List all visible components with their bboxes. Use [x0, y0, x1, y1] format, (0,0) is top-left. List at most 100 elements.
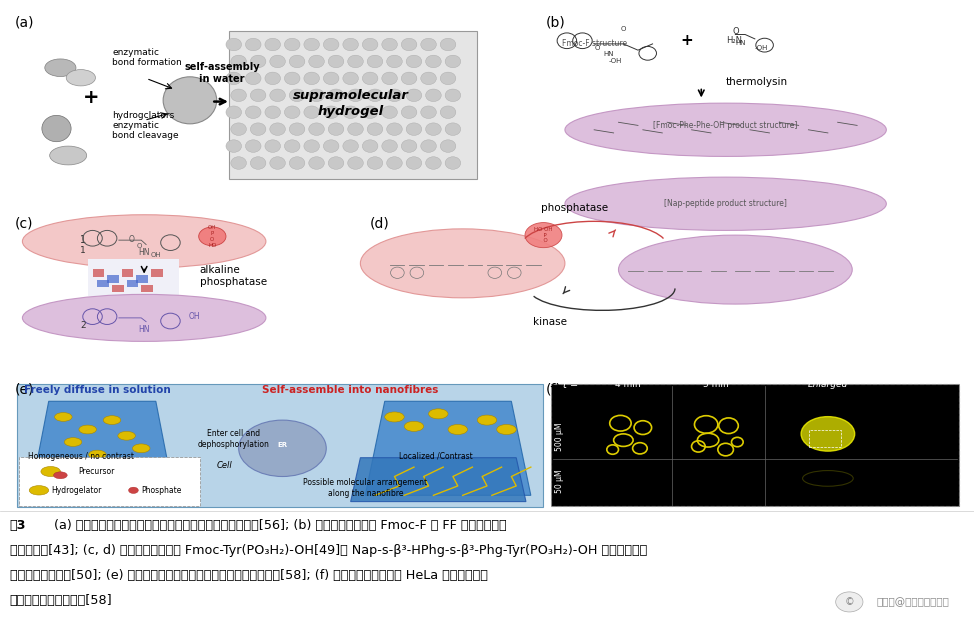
Text: alkaline
phosphatase: alkaline phosphatase	[200, 265, 267, 287]
Text: 500 µM: 500 µM	[554, 423, 564, 451]
Ellipse shape	[54, 472, 67, 479]
Text: HN: HN	[138, 248, 150, 256]
Text: HN: HN	[735, 40, 745, 46]
Text: 5 min: 5 min	[703, 381, 729, 389]
Ellipse shape	[284, 38, 300, 51]
Ellipse shape	[309, 123, 324, 135]
Ellipse shape	[421, 38, 436, 51]
Ellipse shape	[22, 214, 266, 268]
Polygon shape	[365, 401, 531, 495]
Text: O: O	[594, 45, 600, 51]
Text: 搜狐号@多肽研究员一议: 搜狐号@多肽研究员一议	[877, 597, 950, 607]
Ellipse shape	[426, 157, 441, 169]
Ellipse shape	[367, 55, 383, 68]
Ellipse shape	[387, 157, 402, 169]
Text: 1: 1	[80, 246, 86, 255]
Ellipse shape	[328, 89, 344, 102]
Ellipse shape	[304, 38, 319, 51]
Ellipse shape	[801, 417, 855, 451]
Text: (a): (a)	[15, 16, 34, 29]
FancyBboxPatch shape	[17, 384, 543, 507]
Text: Enlarged: Enlarged	[807, 381, 848, 389]
Text: Fmoc-F structure: Fmoc-F structure	[562, 40, 626, 48]
FancyBboxPatch shape	[88, 259, 179, 296]
Ellipse shape	[226, 106, 242, 119]
Text: 50 µM: 50 µM	[554, 470, 564, 493]
Text: Possible molecular arrangement
along the nanofibre: Possible molecular arrangement along the…	[303, 478, 428, 497]
Ellipse shape	[401, 72, 417, 85]
Ellipse shape	[426, 55, 441, 68]
Text: Localized /Contrast: Localized /Contrast	[398, 452, 472, 461]
Text: supramolecular
hydrogel: supramolecular hydrogel	[293, 89, 408, 118]
Text: 自组装单元[43]; (c, d) 磷酸酯醂分别调控 Fmoc-Tyr(PO₃H₂)-OH[49]和 Nap-s-β³-HPhg-s-β³-Phg-Tyr(PO: 自组装单元[43]; (c, d) 磷酸酯醂分别调控 Fmoc-Tyr(PO₃H…	[10, 544, 647, 557]
Ellipse shape	[284, 140, 300, 152]
Ellipse shape	[22, 295, 266, 341]
Ellipse shape	[426, 123, 441, 135]
Ellipse shape	[385, 412, 404, 422]
Ellipse shape	[64, 438, 82, 446]
Ellipse shape	[289, 123, 305, 135]
Ellipse shape	[309, 55, 324, 68]
Bar	[107, 275, 119, 283]
Ellipse shape	[382, 38, 397, 51]
Text: enzymatic
bond formation: enzymatic bond formation	[112, 48, 182, 67]
Text: (f): (f)	[545, 382, 561, 396]
Ellipse shape	[289, 89, 305, 102]
Text: hydrogclators
enzymatic
bond cleavage: hydrogclators enzymatic bond cleavage	[112, 110, 178, 140]
Text: Cell: Cell	[216, 461, 232, 470]
Text: O: O	[129, 235, 134, 244]
Ellipse shape	[348, 157, 363, 169]
Ellipse shape	[367, 123, 383, 135]
Ellipse shape	[445, 55, 461, 68]
Ellipse shape	[328, 157, 344, 169]
Ellipse shape	[129, 487, 138, 493]
Ellipse shape	[382, 140, 397, 152]
Ellipse shape	[525, 223, 562, 248]
Ellipse shape	[404, 421, 424, 431]
Ellipse shape	[565, 177, 886, 230]
Text: Freely diffuse in solution: Freely diffuse in solution	[24, 385, 170, 395]
Ellipse shape	[343, 140, 358, 152]
Ellipse shape	[323, 106, 339, 119]
Ellipse shape	[497, 424, 516, 435]
Ellipse shape	[147, 472, 165, 481]
Ellipse shape	[304, 140, 319, 152]
Text: 荧光共聚焦显微镜图像[58]: 荧光共聚焦显微镜图像[58]	[10, 594, 112, 607]
Ellipse shape	[362, 106, 378, 119]
Text: OH
P
O
HO: OH P O HO	[208, 225, 216, 248]
Ellipse shape	[429, 409, 448, 419]
Ellipse shape	[360, 229, 565, 298]
Ellipse shape	[250, 89, 266, 102]
Text: 图3: 图3	[10, 519, 26, 532]
Text: (c): (c)	[15, 216, 33, 230]
Ellipse shape	[421, 140, 436, 152]
Ellipse shape	[270, 123, 285, 135]
Ellipse shape	[304, 106, 319, 119]
Ellipse shape	[284, 106, 300, 119]
FancyBboxPatch shape	[551, 384, 959, 506]
Ellipse shape	[265, 38, 281, 51]
Text: (a) 醂引发共价键形成或断裂从而诱导形成超分子凝胶过程[56]; (b) 嘲热菌蛋白醂调控 Fmoc-F 和 FF 共价键合形成: (a) 醂引发共价键形成或断裂从而诱导形成超分子凝胶过程[56]; (b) 嘲热…	[54, 519, 506, 532]
Ellipse shape	[69, 466, 87, 475]
Ellipse shape	[231, 123, 246, 135]
Ellipse shape	[45, 460, 62, 468]
Ellipse shape	[89, 450, 106, 459]
Ellipse shape	[245, 106, 261, 119]
Ellipse shape	[401, 140, 417, 152]
Ellipse shape	[289, 157, 305, 169]
Text: Homogeneous / no contrast: Homogeneous / no contrast	[28, 452, 133, 461]
Ellipse shape	[445, 157, 461, 169]
Ellipse shape	[421, 106, 436, 119]
Ellipse shape	[348, 123, 363, 135]
Ellipse shape	[226, 140, 242, 152]
Ellipse shape	[66, 70, 95, 86]
Ellipse shape	[406, 157, 422, 169]
Polygon shape	[351, 458, 526, 502]
Ellipse shape	[328, 123, 344, 135]
Ellipse shape	[226, 38, 242, 51]
Ellipse shape	[387, 55, 402, 68]
Text: (b): (b)	[545, 16, 565, 29]
Ellipse shape	[343, 38, 358, 51]
Ellipse shape	[284, 72, 300, 85]
Ellipse shape	[445, 123, 461, 135]
